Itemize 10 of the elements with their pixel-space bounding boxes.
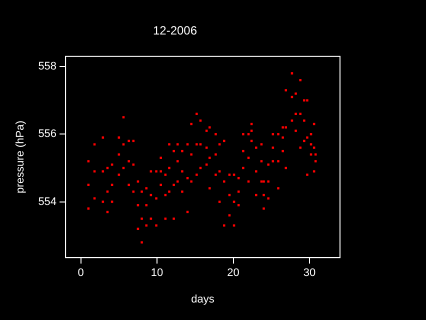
x-tick-label: 20 bbox=[227, 267, 240, 280]
y-tick-label: 554 bbox=[38, 196, 57, 208]
x-tick-label: 10 bbox=[150, 267, 164, 280]
y-tick-label: 558 bbox=[38, 60, 57, 73]
y-tick-label: 556 bbox=[38, 128, 57, 140]
y-axis-title: pressure (hPa) bbox=[14, 120, 27, 194]
x-tick-label: 0 bbox=[78, 267, 84, 280]
chart-title: 12-2006 bbox=[152, 24, 198, 38]
x-axis-title: days bbox=[191, 293, 215, 306]
x-tick-label: 30 bbox=[303, 267, 316, 280]
